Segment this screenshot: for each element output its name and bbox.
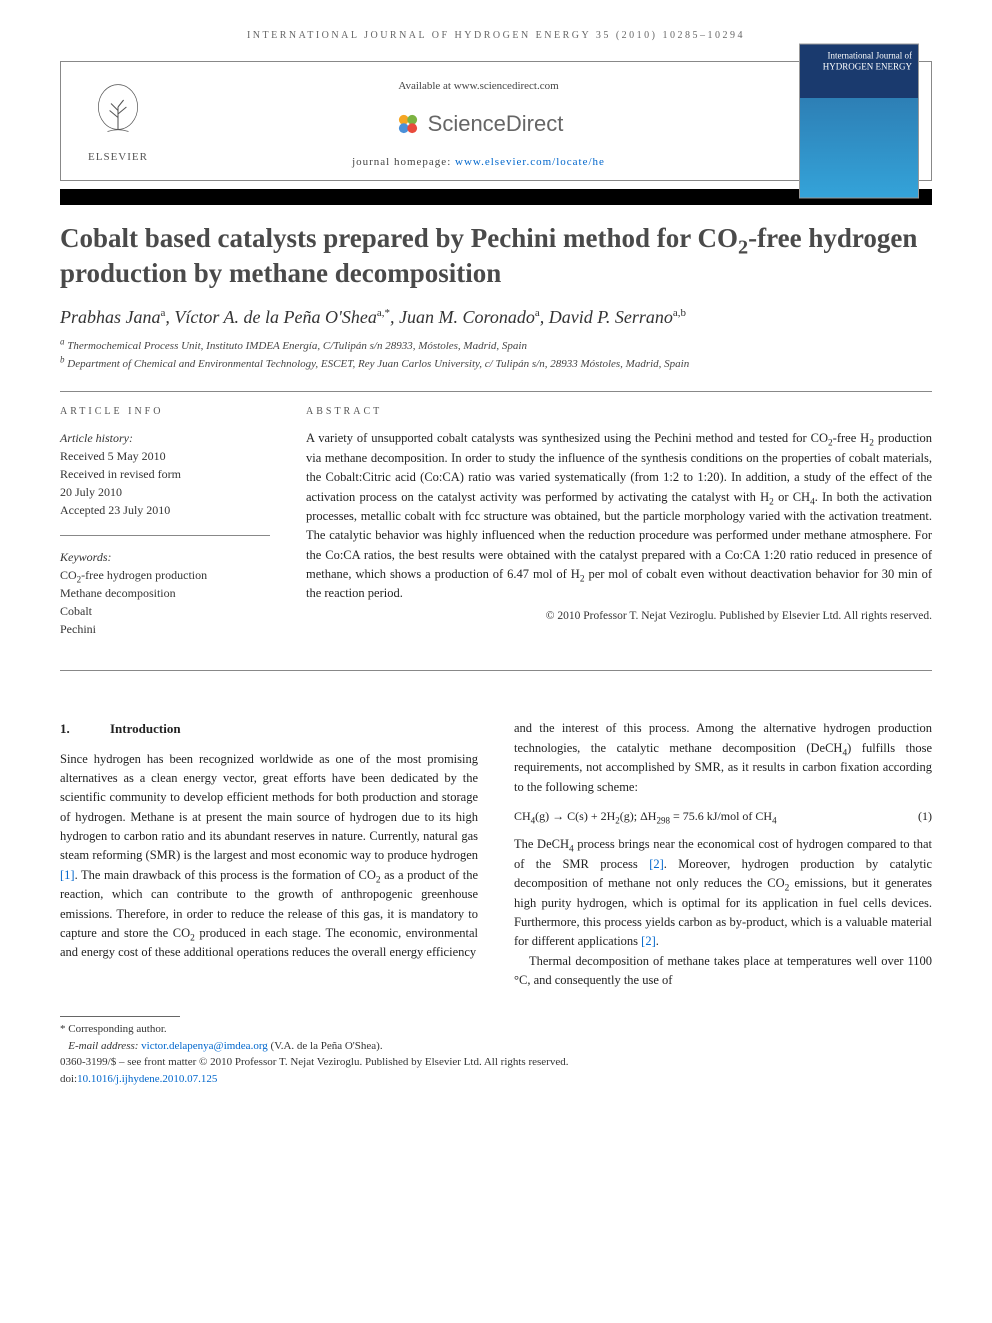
footnote-rule (60, 1016, 180, 1017)
affiliation-a: a Thermochemical Process Unit, Instituto… (60, 338, 932, 356)
article-info-column: ARTICLE INFO Article history: Received 5… (60, 406, 270, 654)
keywords-block: Keywords: CO2-free hydrogen production M… (60, 548, 270, 638)
publisher-logo: ELSEVIER (73, 71, 163, 171)
intro-paragraph-2: The DeCH4 process brings near the econom… (514, 835, 932, 951)
abstract-column: ABSTRACT A variety of unsupported cobalt… (306, 406, 932, 654)
issn-copyright-line: 0360-3199/$ – see front matter © 2010 Pr… (60, 1054, 932, 1071)
author-list: Prabhas Janaa, Víctor A. de la Peña O'Sh… (60, 307, 932, 328)
article-info-label: ARTICLE INFO (60, 406, 270, 417)
article-history: Article history: Received 5 May 2010 Rec… (60, 429, 270, 519)
journal-cover-thumbnail: International Journal of HYDROGEN ENERGY (799, 44, 919, 199)
abstract-label: ABSTRACT (306, 406, 932, 417)
body-columns: 1.Introduction Since hydrogen has been r… (60, 719, 932, 990)
intro-paragraph-1-cont: and the interest of this process. Among … (514, 719, 932, 797)
corresponding-author: * Corresponding author. (60, 1021, 932, 1038)
section-heading-intro: 1.Introduction (60, 719, 478, 739)
homepage-link[interactable]: www.elsevier.com/locate/he (455, 156, 605, 168)
intro-paragraph-1: Since hydrogen has been recognized world… (60, 750, 478, 963)
abstract-copyright: © 2010 Professor T. Nejat Veziroglu. Pub… (306, 610, 932, 622)
intro-paragraph-3: Thermal decomposition of methane takes p… (514, 952, 932, 991)
meta-bottom-rule (60, 670, 932, 671)
journal-header: ELSEVIER Available at www.sciencedirect.… (60, 61, 932, 181)
available-at: Available at www.sciencedirect.com (181, 80, 776, 92)
running-head: INTERNATIONAL JOURNAL OF HYDROGEN ENERGY… (60, 30, 932, 41)
email-line: E-mail address: victor.delapenya@imdea.o… (60, 1038, 932, 1055)
doi-link[interactable]: 10.1016/j.ijhydene.2010.07.125 (77, 1073, 217, 1085)
journal-homepage: journal homepage: www.elsevier.com/locat… (181, 156, 776, 168)
equation-1: CH4(g) → C(s) + 2H2(g); ΔH298 = 75.6 kJ/… (514, 807, 932, 826)
corresponding-email-link[interactable]: victor.delapenya@imdea.org (141, 1040, 268, 1052)
body-column-right: and the interest of this process. Among … (514, 719, 932, 990)
affiliation-b: b Department of Chemical and Environment… (60, 356, 932, 374)
publisher-name: ELSEVIER (88, 151, 148, 163)
doi-line: doi:10.1016/j.ijhydene.2010.07.125 (60, 1071, 932, 1088)
affiliations: a Thermochemical Process Unit, Instituto… (60, 338, 932, 373)
article-meta-row: ARTICLE INFO Article history: Received 5… (60, 392, 932, 670)
page-footer: * Corresponding author. E-mail address: … (60, 1016, 932, 1087)
sciencedirect-icon (394, 110, 422, 138)
body-column-left: 1.Introduction Since hydrogen has been r… (60, 719, 478, 990)
article-title: Cobalt based catalysts prepared by Pechi… (60, 221, 932, 291)
sciencedirect-text: ScienceDirect (428, 111, 564, 137)
abstract-text: A variety of unsupported cobalt catalyst… (306, 429, 932, 603)
info-mid-rule (60, 535, 270, 536)
sciencedirect-brand: ScienceDirect (181, 110, 776, 138)
elsevier-tree-icon (83, 79, 153, 149)
